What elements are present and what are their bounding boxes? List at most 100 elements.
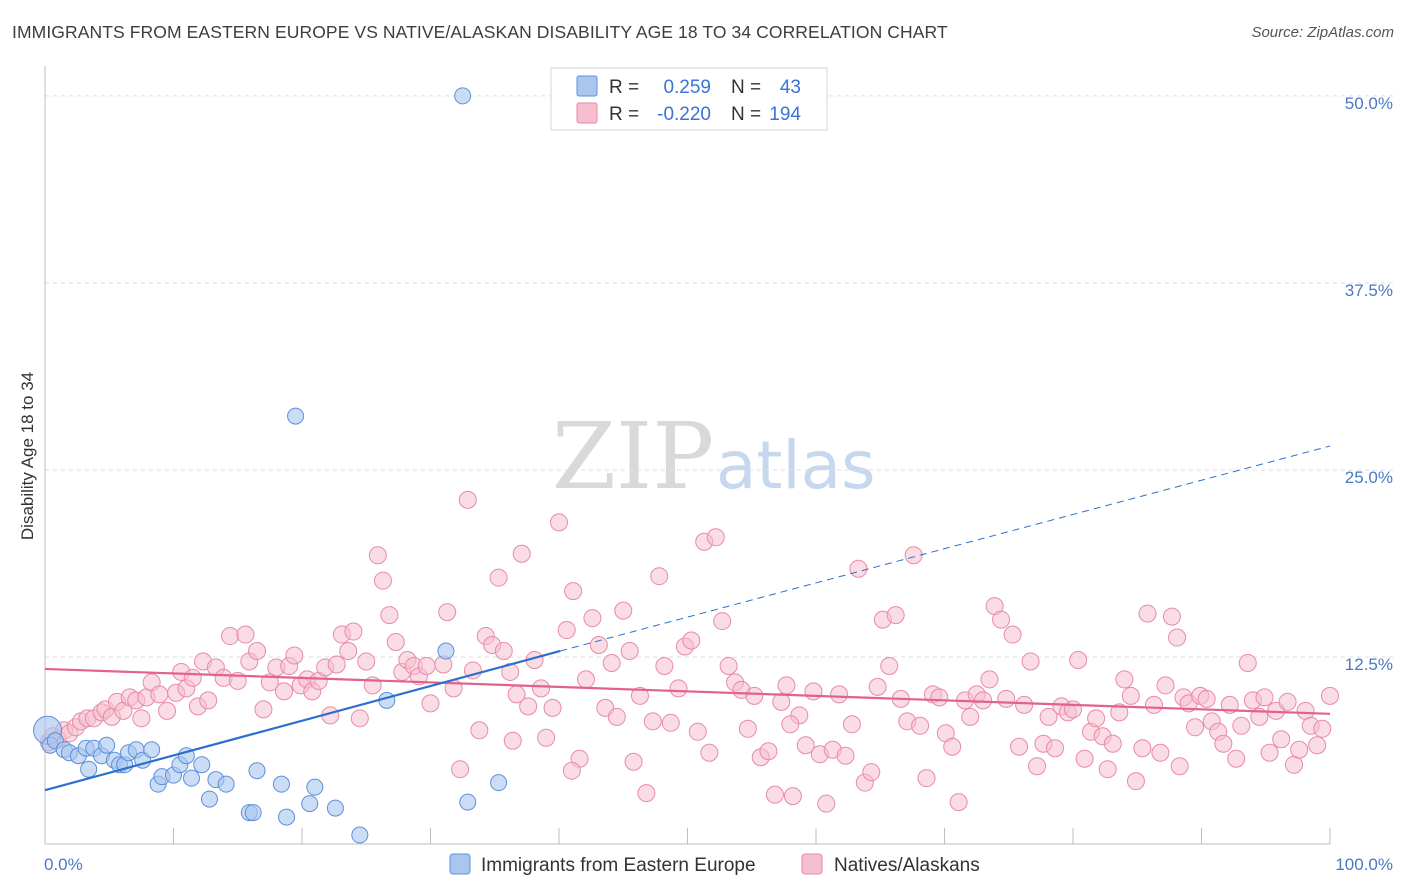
data-point-natives [221, 627, 240, 646]
data-point-natives [368, 546, 387, 565]
watermark-zip: ZIP [552, 403, 714, 510]
data-point-eastern-europe [454, 87, 472, 105]
legend: R = 0.259 N = 43 R = -0.220 N = 194 [550, 67, 828, 131]
data-point-natives [974, 691, 993, 710]
data-point-natives [745, 686, 764, 705]
data-point-natives [624, 752, 643, 771]
data-point-natives [655, 656, 674, 675]
data-point-natives [643, 712, 662, 731]
legend-r-label-2: R = [609, 104, 639, 125]
data-point-natives [917, 769, 936, 788]
data-point-natives [557, 621, 576, 640]
trend-line-eastern-europe [44, 649, 561, 792]
data-point-natives [1170, 757, 1189, 776]
data-point-natives [494, 641, 513, 660]
data-point-natives [550, 513, 568, 532]
data-point-natives [904, 546, 923, 565]
data-point-eastern-europe [287, 407, 305, 425]
data-point-natives [357, 652, 376, 671]
legend-r-value-1: 0.259 [663, 77, 711, 98]
data-point-natives [862, 763, 881, 782]
data-point-natives [1126, 772, 1145, 791]
data-point-natives [1278, 692, 1297, 711]
y-axis-label: Disability Age 18 to 34 [18, 372, 37, 540]
data-point-natives [637, 784, 656, 803]
data-point-natives [380, 606, 399, 625]
data-point-natives [781, 715, 800, 734]
y-tick-label: 50.0% [1345, 94, 1393, 113]
data-point-natives [562, 761, 581, 780]
legend-n-label-1: N = [731, 77, 761, 98]
data-point-natives [1296, 701, 1315, 720]
data-point-natives [1021, 652, 1040, 671]
gridlines [45, 95, 1393, 658]
watermark: ZIP atlas [552, 403, 876, 510]
data-point-natives [373, 571, 392, 590]
data-point-natives [868, 677, 887, 696]
data-point-natives [1238, 653, 1257, 672]
data-point-eastern-europe [244, 804, 262, 822]
data-point-eastern-europe [459, 793, 477, 811]
legend-n-value-2: 194 [769, 104, 801, 125]
data-point-natives [669, 679, 688, 698]
data-point-natives [765, 785, 784, 804]
data-point-natives [512, 544, 531, 563]
data-point-natives [489, 568, 508, 587]
data-point-natives [260, 673, 279, 692]
data-point-natives [1039, 707, 1058, 726]
data-point-natives [1110, 703, 1129, 722]
data-point-natives [886, 606, 905, 625]
data-point-natives [849, 559, 868, 578]
data-point-natives [386, 633, 405, 652]
data-point-natives [980, 670, 999, 689]
legend-swatch-pink [576, 102, 598, 124]
y-tick-label: 37.5% [1345, 281, 1393, 300]
data-point-natives [183, 668, 202, 687]
data-point-natives [1003, 625, 1022, 644]
data-point-natives [417, 656, 436, 675]
data-point-natives [1028, 757, 1047, 776]
data-point-natives [150, 685, 169, 704]
data-point-natives [1115, 670, 1134, 689]
data-point-eastern-europe [143, 741, 161, 759]
data-point-natives [519, 697, 538, 716]
data-point-natives [700, 743, 719, 762]
trend-lines [44, 445, 1331, 792]
data-point-natives [470, 721, 489, 740]
data-point-natives [438, 603, 457, 622]
data-point-natives [458, 490, 477, 509]
data-point-natives [583, 609, 602, 628]
chart-title: IMMIGRANTS FROM EASTERN EUROPE VS NATIVE… [12, 22, 948, 42]
data-point-natives [1075, 749, 1094, 768]
data-point-natives [1103, 734, 1122, 753]
data-point-natives [236, 625, 255, 644]
data-point-natives [537, 728, 556, 747]
data-point-eastern-europe [326, 799, 344, 817]
data-point-natives [706, 528, 725, 547]
data-point-natives [630, 686, 649, 705]
data-point-natives [836, 746, 855, 765]
data-point-natives [1197, 689, 1216, 708]
data-point-eastern-europe [80, 760, 98, 778]
data-point-natives [1255, 688, 1274, 707]
legend-swatch-blue [576, 75, 598, 97]
data-point-natives [421, 694, 440, 713]
data-point-natives [1308, 736, 1327, 755]
data-point-natives [796, 736, 815, 755]
data-point-natives [738, 719, 757, 738]
data-point-natives [661, 713, 680, 732]
data-point-natives [830, 685, 849, 704]
data-point-natives [285, 646, 304, 665]
data-point-eastern-europe [217, 775, 235, 793]
data-point-natives [589, 636, 608, 655]
data-point-natives [783, 787, 802, 806]
data-point-natives [543, 698, 562, 717]
data-point-natives [248, 641, 267, 660]
data-point-natives [943, 737, 962, 756]
data-point-natives [132, 709, 151, 728]
x-tick-label-max: 100.0% [1335, 855, 1393, 874]
data-point-natives [254, 700, 273, 719]
bottom-legend-swatch-blue [449, 853, 471, 875]
data-point-eastern-europe [490, 774, 508, 792]
data-point-natives [1313, 719, 1332, 738]
